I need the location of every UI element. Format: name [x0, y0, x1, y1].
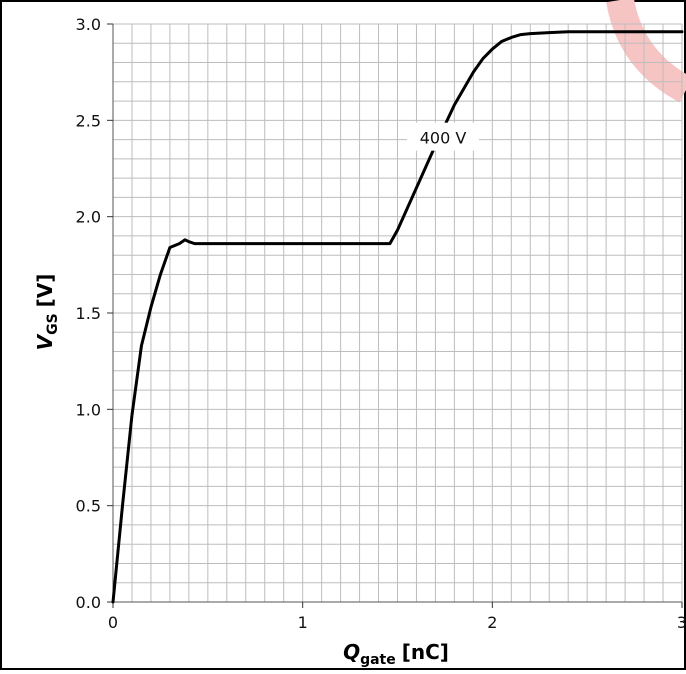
- y-tick-label: 0.5: [76, 497, 101, 516]
- x-tick-label: 3: [677, 613, 686, 632]
- annotation-layer: 400 V: [407, 122, 480, 151]
- y-axis-label-unit: [V]: [33, 274, 57, 308]
- tick-labels: 0.0 0.5 1.0 1.5 2.0 2.5 3.0 0 1 2 3: [76, 15, 686, 632]
- x-tick-label: 1: [298, 613, 308, 632]
- series-line: [111, 30, 684, 604]
- annotation-box: [407, 122, 480, 151]
- y-tick-label: 1.5: [76, 304, 101, 323]
- y-tick-label: 3.0: [76, 15, 101, 34]
- x-axis-label-main: Q: [343, 640, 360, 664]
- annotation-label: 400 V: [420, 129, 467, 148]
- y-tick-label: 2.0: [76, 208, 101, 227]
- x-axis-label-unit: [nC]: [402, 640, 449, 664]
- grid: [112, 23, 683, 603]
- y-tick-label: 1.0: [76, 400, 101, 419]
- y-axis-label: VGS [V]: [33, 274, 61, 351]
- y-tick-label: 2.5: [76, 111, 101, 130]
- y-axis-label-main: V: [33, 333, 57, 350]
- x-axis-label-sub: gate: [360, 652, 396, 668]
- watermark-arc: [606, 0, 686, 103]
- x-tick-label: 2: [487, 613, 497, 632]
- x-tick-label: 0: [108, 613, 118, 632]
- series-layer: [111, 30, 684, 604]
- x-axis-label: Qgate [nC]: [343, 640, 449, 668]
- y-tick-label: 0.0: [76, 593, 101, 612]
- y-axis-label-sub: GS: [45, 313, 61, 335]
